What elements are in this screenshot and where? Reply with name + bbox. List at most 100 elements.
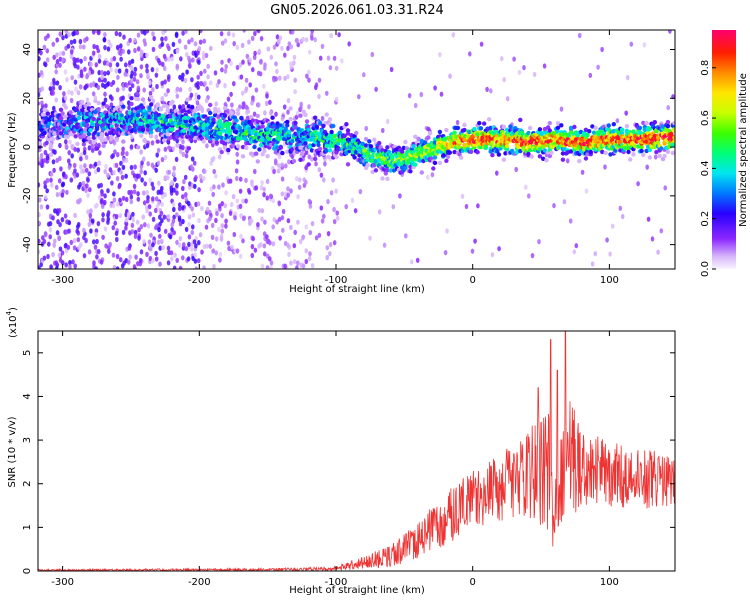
spectrogram-cell-1568	[332, 206, 336, 213]
spectrogram-cell-413	[97, 77, 102, 83]
spectrogram-cell-3017	[345, 128, 351, 133]
spectrogram-cell-1174	[220, 223, 225, 229]
spectrogram-cell-1009	[188, 86, 192, 92]
spectrogram-cell-1464	[296, 42, 301, 48]
spectrogram-cell-970	[181, 151, 186, 157]
spectrogram-cell-136	[55, 37, 59, 43]
spectrogram-cell-1940	[93, 98, 98, 104]
spectrogram-cell-1467	[296, 260, 300, 266]
spectrogram-cell-1390	[274, 76, 278, 82]
spectrogram-x-tick-label: -200	[188, 275, 211, 286]
spectrogram-cell-383	[95, 254, 99, 260]
spectrogram-cell-744	[148, 177, 152, 183]
spectrogram-cell-1019	[187, 62, 192, 69]
spectrogram-cell-3183	[385, 145, 390, 150]
spectrogram-cell-1027	[190, 77, 194, 83]
spectrogram-cell-757	[148, 243, 152, 249]
spectrogram-cell-838	[160, 218, 164, 224]
spectrogram-cell-72	[45, 155, 50, 161]
spectrogram-cell-4035	[585, 152, 590, 157]
spectrogram-cell-78	[45, 177, 50, 184]
spectrogram-cell-3621	[486, 117, 492, 122]
spectrogram-cell-2727	[278, 123, 283, 128]
spectrogram-cell-1884	[80, 99, 85, 105]
spectrogram-cell-1721	[42, 107, 47, 113]
spectrogram-cell-705	[142, 239, 146, 245]
spectrogram-cell-1563	[328, 65, 333, 71]
spectrogram-cell-717	[143, 170, 147, 176]
spectrogram-cell-612	[127, 105, 131, 111]
spectrogram-cell-3148	[377, 140, 382, 146]
spectrogram-cell-751	[149, 232, 153, 238]
spectrogram-cell-3629	[490, 140, 495, 145]
spectrogram-cell-761	[151, 87, 155, 93]
spectrogram-cell-4032	[583, 127, 589, 132]
spectrogram-cell-639	[131, 216, 135, 222]
spectrogram-cell-3054	[354, 150, 359, 155]
spectrogram-cell-602	[128, 86, 132, 92]
spectrogram-cell-657	[132, 76, 137, 82]
spectrogram-cell-1620	[464, 203, 469, 210]
spectrogram-cell-1556	[326, 55, 331, 61]
spectrogram-cell-280	[79, 164, 83, 170]
spectrogram-cell-1176	[224, 223, 228, 229]
spectrogram-cell-493	[108, 62, 113, 68]
spectrogram-cell-1149	[214, 236, 219, 242]
spectrogram-cell-1546	[319, 205, 324, 211]
spectrogram-cell-3860	[544, 158, 549, 163]
spectrogram-cell-1411	[280, 116, 285, 122]
spectrogram-cell-2940	[327, 117, 333, 122]
spectrogram-cell-2058	[121, 139, 126, 144]
spectrogram-cell-589	[124, 173, 128, 179]
spectrogram-cell-1971	[101, 101, 106, 106]
spectrogram-cell-962	[181, 185, 185, 192]
spectrogram-cell-2628	[255, 159, 260, 164]
spectrogram-cell-134	[55, 59, 60, 65]
spectrogram-cell-2475	[219, 135, 224, 140]
spectrogram-cell-1640	[524, 184, 528, 190]
spectrogram-cell-633	[129, 164, 134, 171]
spectrogram-cell-1162	[217, 79, 221, 85]
spectrogram-cell-407	[96, 48, 101, 54]
spectrogram-cell-848	[163, 228, 168, 234]
spectrogram-cell-3569	[475, 150, 480, 155]
spectrogram-cell-3933	[560, 151, 566, 156]
spectrogram-cell-4149	[611, 122, 616, 127]
spectrogram-cell-2500	[224, 121, 229, 126]
spectrogram-cell-1011	[187, 39, 191, 45]
spectrogram-cell-1064	[196, 50, 200, 56]
spectrogram-cell-330	[84, 167, 89, 173]
spectrogram-cell-1353	[265, 100, 269, 106]
spectrogram-cell-1108	[205, 206, 210, 212]
spectrogram-cell-391	[93, 161, 98, 167]
spectrogram-cell-2137	[139, 121, 144, 127]
spectrogram-cell-379	[92, 43, 96, 50]
spectrogram-cell-2106	[132, 128, 137, 133]
spectrogram-cell-417	[97, 58, 102, 64]
spectrogram-cell-502	[111, 203, 116, 209]
spectrogram-cell-2759	[285, 119, 290, 125]
spectrogram-cell-1311	[256, 222, 260, 228]
spectrogram-cell-726	[145, 52, 149, 58]
colorbar-tick-label: 0.0	[700, 261, 711, 277]
spectrogram-cell-45	[42, 255, 47, 261]
spectrogram-cell-1074	[197, 187, 201, 193]
spectrogram-cell-3312	[414, 146, 420, 152]
spectrogram-cell-803	[157, 227, 161, 233]
spectrogram-cell-145	[59, 166, 63, 172]
spectrogram-cell-1602	[409, 259, 414, 265]
spectrogram-cell-1481	[298, 238, 303, 245]
spectrogram-cell-418	[97, 30, 101, 35]
spectrogram-cell-245	[72, 245, 77, 251]
spectrogram-cell-635	[129, 144, 134, 150]
snr-y-scale: (x104)	[5, 307, 19, 338]
spectrogram-cell-226	[69, 39, 74, 45]
spectrogram-cell-1201	[229, 201, 234, 208]
spectrogram-cell-1183	[224, 218, 228, 224]
spectrogram-cell-926	[175, 257, 179, 263]
spectrogram-cell-1655	[568, 218, 573, 224]
spectrogram-cell-1985	[104, 104, 110, 109]
spectrogram-cell-1624	[476, 203, 480, 209]
spectrogram-cell-1498	[301, 263, 306, 269]
spectrogram-cell-373	[92, 260, 96, 266]
